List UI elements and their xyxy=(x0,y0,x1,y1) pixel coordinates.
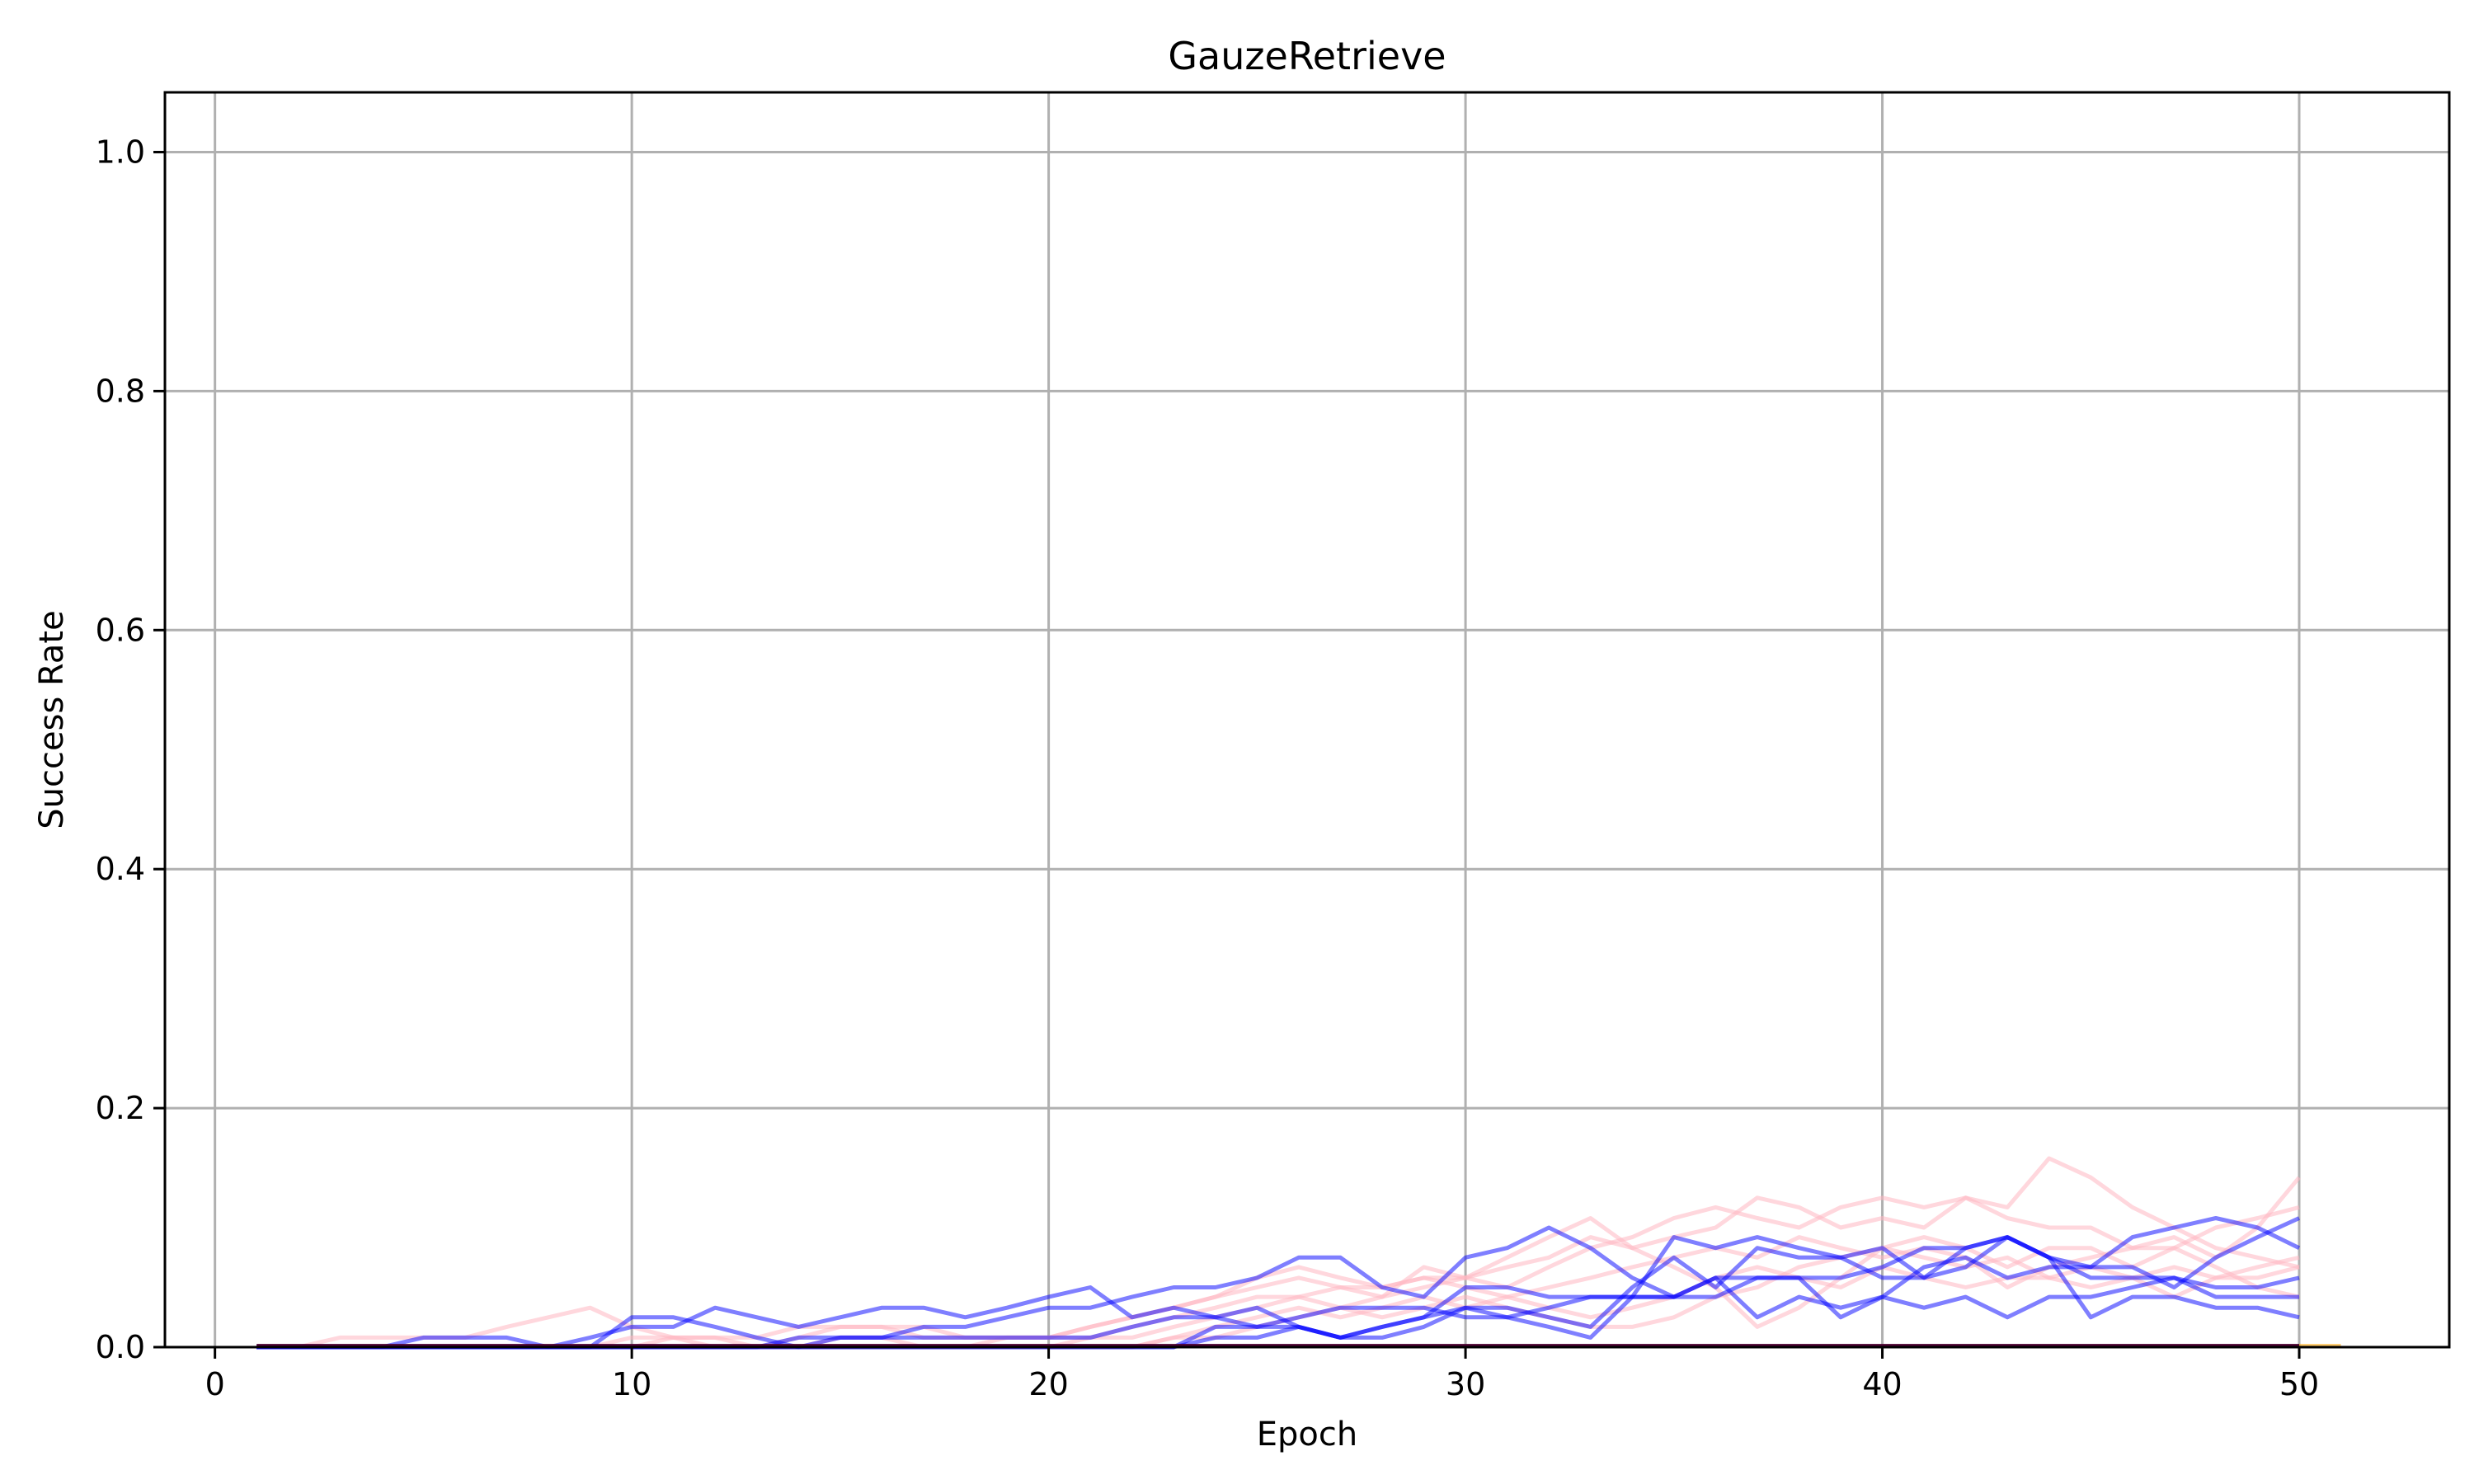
y-axis-label: Success Rate xyxy=(33,610,71,829)
x-tick-label: 50 xyxy=(2279,1366,2319,1402)
y-tick-label: 1.0 xyxy=(96,134,145,170)
x-tick-label: 30 xyxy=(1446,1366,1485,1402)
x-tick-label: 40 xyxy=(1862,1366,1902,1402)
y-tick-label: 0.6 xyxy=(96,612,145,648)
series-line-blue xyxy=(256,1225,2299,1350)
axis-ticks: 0 10 20 30 40 50 0.0 0.2 0.4 0.6 0.8 1.0 xyxy=(96,134,2320,1402)
x-axis-label: Epoch xyxy=(1257,1416,1357,1453)
x-tick-label: 20 xyxy=(1028,1366,1068,1402)
y-tick-label: 0.4 xyxy=(96,851,145,887)
x-tick-label: 10 xyxy=(612,1366,651,1402)
x-tick-label: 0 xyxy=(205,1366,225,1402)
series-line-blue xyxy=(256,1216,2301,1350)
y-tick-label: 0.0 xyxy=(96,1329,145,1365)
plot-frame xyxy=(163,91,2451,1349)
series-line-pink xyxy=(256,1156,2300,1350)
y-tick-label: 0.2 xyxy=(96,1090,145,1126)
y-tick-label: 0.8 xyxy=(96,373,145,409)
series-lines xyxy=(256,1156,2341,1350)
chart-title: GauzeRetrieve xyxy=(1168,34,1446,78)
